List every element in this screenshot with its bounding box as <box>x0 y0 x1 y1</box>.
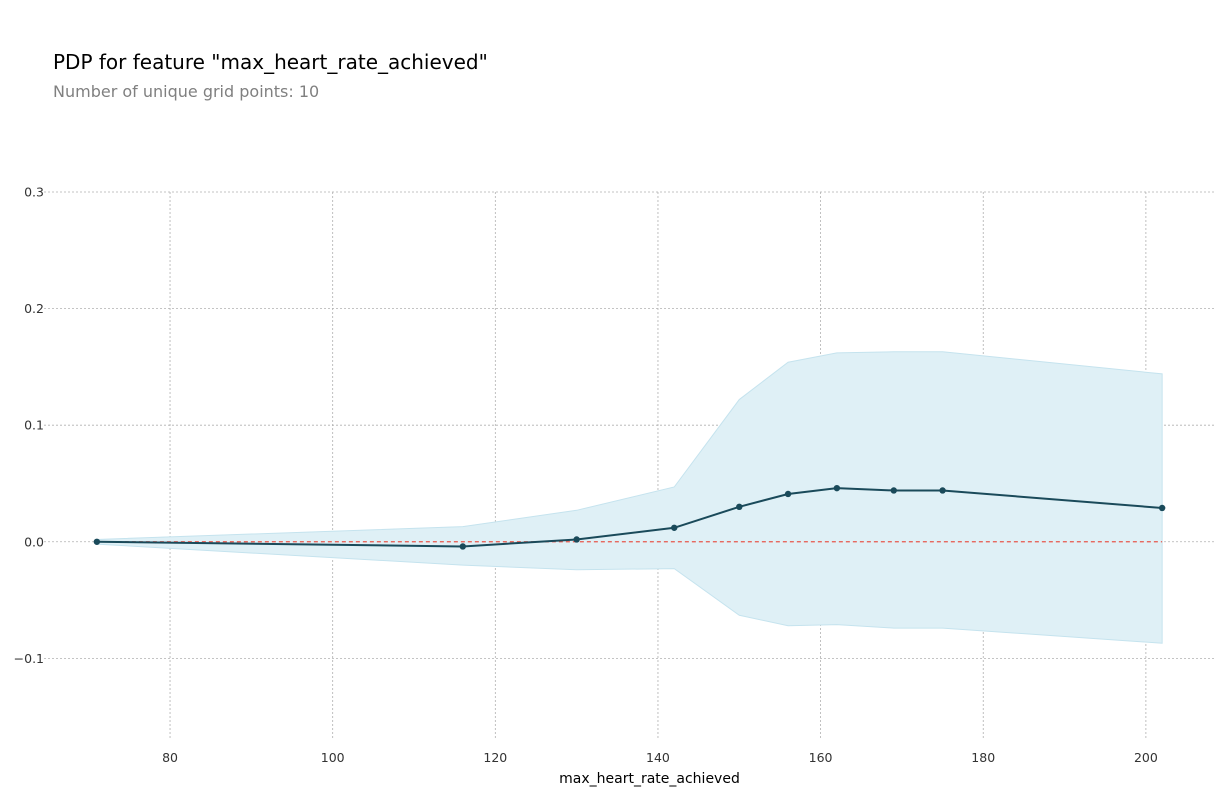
x-tick-label: 160 <box>809 750 833 765</box>
series-line-layer <box>96 487 1163 548</box>
y-tick-label: 0.3 <box>24 185 44 200</box>
y-tick-label: 0.2 <box>24 301 44 316</box>
chart-subtitle: Number of unique grid points: 10 <box>53 82 320 101</box>
y-tick-label: 0.1 <box>24 418 44 433</box>
data-point <box>93 538 101 545</box>
y-tick-label: −0.1 <box>14 651 44 666</box>
x-tick-label: 120 <box>483 750 507 765</box>
y-tick-label: 0.0 <box>24 534 44 549</box>
series-point-layer <box>93 484 1166 550</box>
data-point <box>1158 504 1166 512</box>
data-point <box>459 543 466 550</box>
x-axis-label: max_heart_rate_achieved <box>559 771 740 787</box>
data-point <box>736 503 743 511</box>
x-tick-labels: 80 100 120 140 160 180 200 <box>162 750 1158 765</box>
x-tick-label: 80 <box>162 750 178 765</box>
confidence-band <box>96 351 1163 644</box>
data-point <box>573 536 580 543</box>
confidence-band-layer <box>96 351 1163 644</box>
y-tick-labels: −0.1 0.0 0.1 0.2 0.3 <box>14 185 44 666</box>
data-point <box>890 487 897 494</box>
data-point <box>939 487 946 494</box>
chart-title: PDP for feature "max_heart_rate_achieved… <box>53 50 488 74</box>
data-point <box>784 490 792 498</box>
x-tick-label: 180 <box>971 750 995 765</box>
x-tick-label: 200 <box>1134 750 1158 765</box>
data-point <box>671 524 678 531</box>
pdp-line <box>96 487 1163 548</box>
data-point <box>833 484 841 492</box>
x-tick-label: 100 <box>321 750 345 765</box>
x-tick-label: 140 <box>646 750 670 765</box>
